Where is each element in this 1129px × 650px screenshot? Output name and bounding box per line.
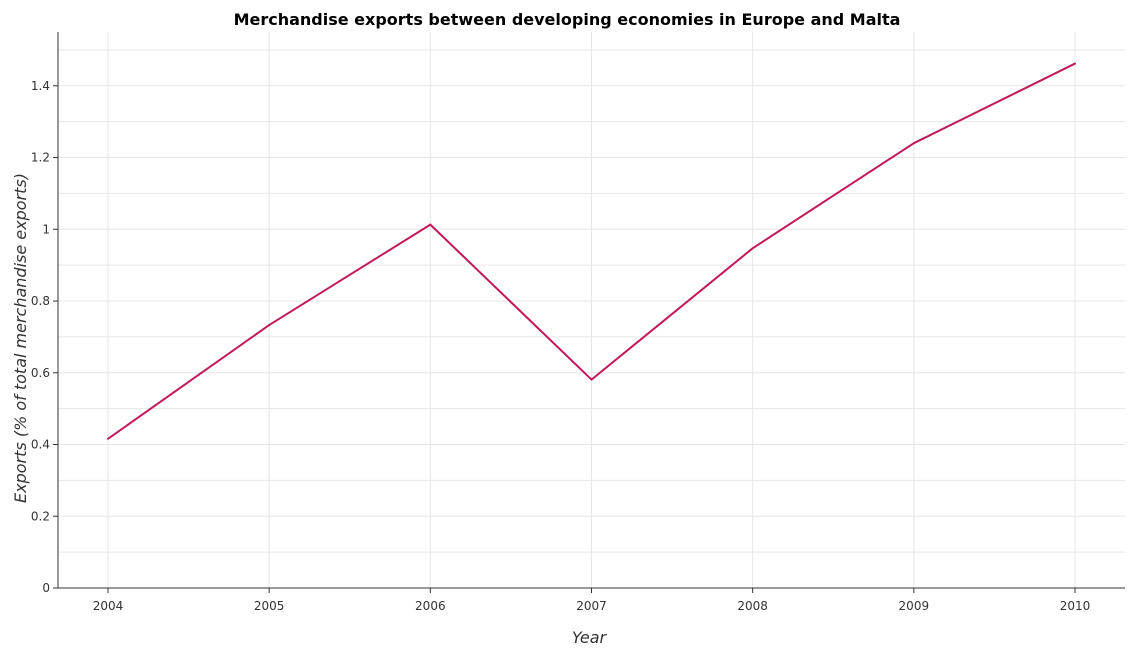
y-tick-label: 0 xyxy=(42,581,50,595)
tick-labels: 0 0.2 0.4 0.6 0.8 1 1.2 1.4 2004 2005 2006 2007 2008… xyxy=(31,79,1090,613)
x-tick-label: 2009 xyxy=(899,599,930,613)
data-point xyxy=(107,437,109,440)
data-point xyxy=(1074,62,1076,65)
x-axis-label: Year xyxy=(572,628,608,647)
y-tick-label: 0.6 xyxy=(31,366,50,380)
x-tick-label: 2005 xyxy=(254,599,285,613)
axes xyxy=(53,32,1125,593)
data-point xyxy=(912,142,915,145)
x-tick-label: 2008 xyxy=(737,599,768,613)
y-tick-label: 0.4 xyxy=(31,438,50,452)
data-point xyxy=(751,247,754,250)
y-tick-label: 1.2 xyxy=(31,151,50,165)
data-point xyxy=(429,223,432,226)
y-tick-label: 1 xyxy=(42,222,50,236)
y-axis-label: Exports (% of total merchandise exports) xyxy=(11,173,30,503)
y-tick-label: 0.2 xyxy=(31,509,50,523)
series xyxy=(107,62,1076,440)
grid-lines xyxy=(58,32,1125,589)
data-point xyxy=(590,378,593,381)
y-tick-label: 0.8 xyxy=(31,294,50,308)
data-point xyxy=(268,324,271,327)
y-tick-label: 1.4 xyxy=(31,79,50,93)
x-tick-label: 2006 xyxy=(415,599,446,613)
x-tick-label: 2007 xyxy=(576,599,607,613)
chart-title: Merchandise exports between developing e… xyxy=(234,10,901,29)
x-tick-label: 2010 xyxy=(1060,599,1091,613)
x-tick-label: 2004 xyxy=(93,599,124,613)
